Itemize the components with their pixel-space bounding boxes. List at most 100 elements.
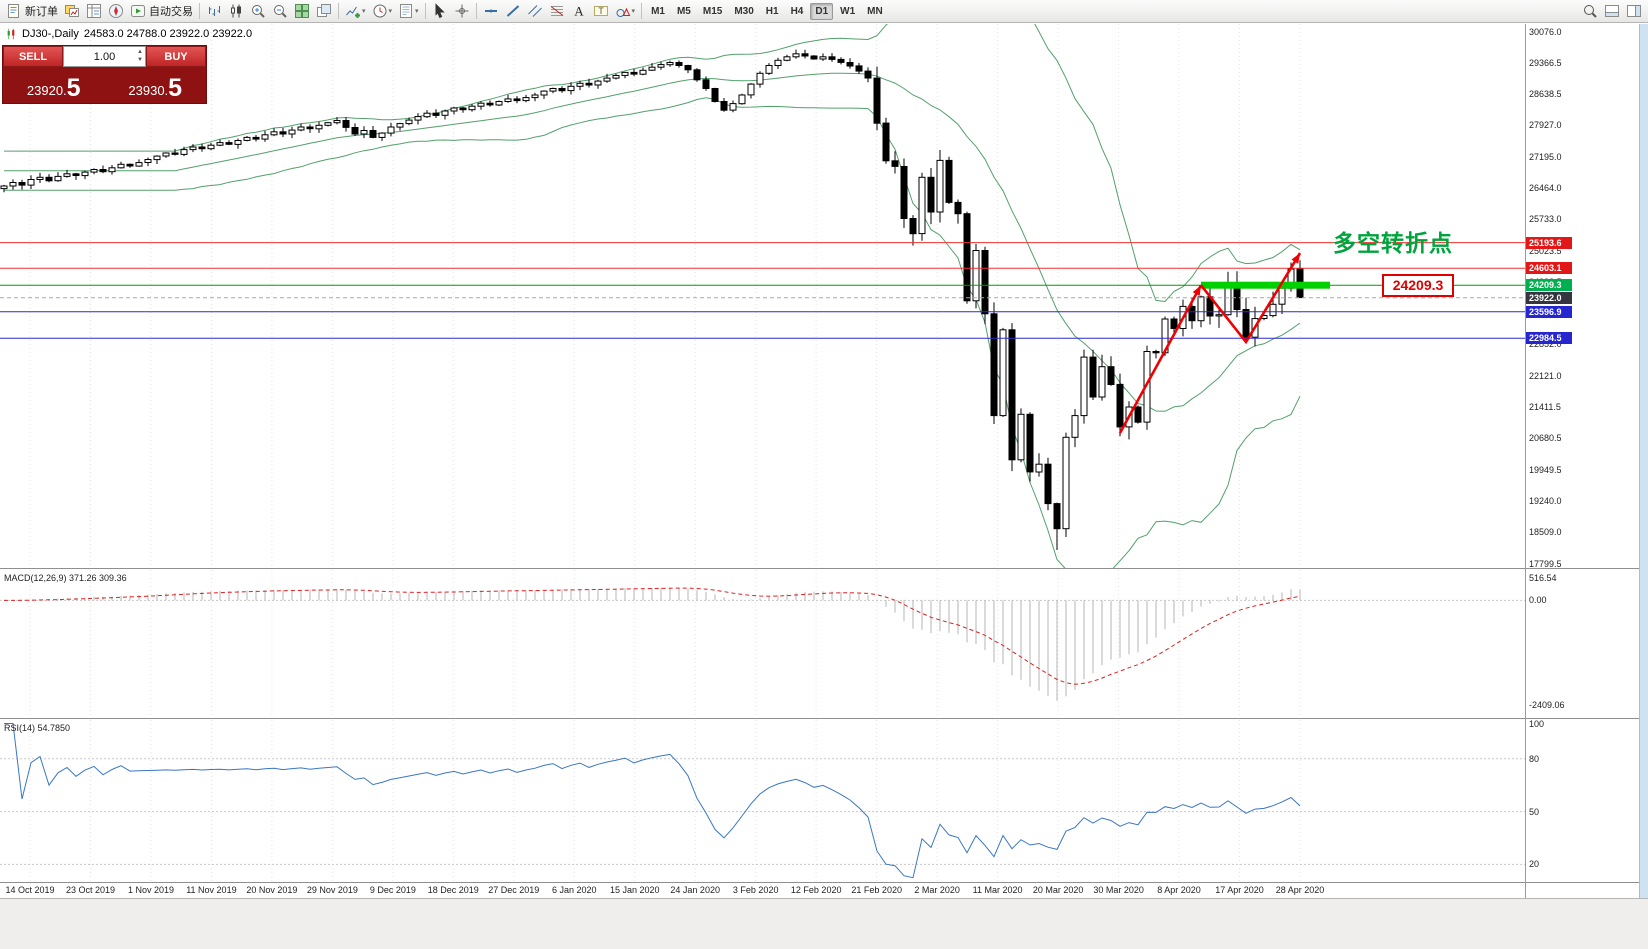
- trendline-icon: [505, 3, 521, 19]
- timeframe-d1-button[interactable]: D1: [810, 2, 834, 20]
- volume-input[interactable]: 1.00 ▲ ▼: [63, 46, 146, 67]
- shapes-button[interactable]: ▾: [613, 1, 638, 21]
- support-price-label[interactable]: 24209.3: [1382, 274, 1454, 297]
- rsi-axis-label: 50: [1529, 806, 1540, 817]
- navigator-button[interactable]: [106, 1, 126, 21]
- toolbar-button-label: 自动交易: [149, 6, 193, 18]
- trendline-button[interactable]: [503, 1, 523, 21]
- y-axis-label: 27195.0: [1529, 151, 1562, 162]
- rsi-panel[interactable]: [0, 720, 1525, 882]
- trend-zigzag-annotation[interactable]: [1118, 252, 1302, 434]
- chevron-down-icon: ▾: [631, 8, 636, 15]
- indicators-button[interactable]: ▾: [343, 1, 368, 21]
- x-axis-label: 23 Oct 2019: [65, 885, 116, 895]
- timeframe-m5-button[interactable]: M5: [676, 5, 691, 17]
- bar-chart-button[interactable]: [204, 1, 224, 21]
- fibonacci-button[interactable]: [547, 1, 567, 21]
- templates-button[interactable]: ▾: [396, 1, 421, 21]
- bollinger-middle-band: [4, 72, 1301, 412]
- timeframe-h1-button[interactable]: H1: [765, 5, 779, 17]
- timeframe-mn-button[interactable]: MN: [867, 5, 883, 17]
- timeframe-m15-button[interactable]: M15: [702, 5, 723, 17]
- toolbar-separator: [338, 3, 339, 19]
- timeframe-w1-button[interactable]: W1: [840, 5, 856, 17]
- timeframe-m1-button[interactable]: M1: [651, 5, 665, 17]
- market-watch-button[interactable]: [84, 1, 104, 21]
- y-axis-label: 19949.5: [1529, 464, 1562, 475]
- one-click-trading-panel: SELL 1.00 ▲ ▼ BUY 23920. 5 23930. 5: [2, 45, 207, 104]
- horizontal-line-icon: [483, 3, 499, 19]
- crosshair-button[interactable]: [452, 1, 472, 21]
- turning-point-annotation[interactable]: 多空转折点: [1333, 230, 1453, 256]
- search-button[interactable]: [1580, 1, 1600, 21]
- fibonacci-icon: [549, 3, 565, 19]
- volume-increase-button[interactable]: ▲: [137, 49, 143, 55]
- y-axis-label: 25733.0: [1529, 214, 1562, 225]
- charts-button[interactable]: [62, 1, 82, 21]
- x-axis-label: 8 Apr 2020: [1157, 885, 1201, 895]
- main-price-chart[interactable]: [0, 24, 1525, 568]
- horizontal-line-button[interactable]: [481, 1, 501, 21]
- volume-value[interactable]: 1.00: [93, 50, 116, 63]
- volume-decrease-button[interactable]: ▼: [137, 57, 143, 63]
- new-order-button[interactable]: 新订单: [4, 1, 60, 21]
- x-axis-label: 21 Feb 2020: [851, 885, 902, 895]
- y-axis-label: 17799.5: [1529, 558, 1562, 569]
- zoom-out-button[interactable]: [270, 1, 290, 21]
- window-bottom-icon: [1604, 3, 1620, 19]
- tile-windows-button[interactable]: [292, 1, 312, 21]
- text-label-button[interactable]: T: [591, 1, 611, 21]
- macd-header: MACD(12,26,9) 371.26 309.36: [4, 573, 127, 583]
- periods-button[interactable]: ▾: [370, 1, 395, 21]
- x-axis-label: 20 Nov 2019: [246, 885, 298, 895]
- x-axis-label: 29 Nov 2019: [306, 885, 358, 895]
- price-tag: 25193.6: [1526, 236, 1572, 249]
- new-order-icon: [6, 3, 22, 19]
- price-tag: 23596.9: [1526, 305, 1572, 318]
- date-axis-border: [0, 898, 1648, 899]
- tile-windows-icon: [294, 3, 310, 19]
- y-axis-label: 18509.0: [1529, 527, 1562, 538]
- x-axis-label: 15 Jan 2020: [610, 885, 660, 895]
- charts-icon: [64, 3, 80, 19]
- x-axis-label: 18 Dec 2019: [427, 885, 479, 895]
- chevron-down-icon: ▾: [415, 8, 419, 15]
- macd-histogram: [12, 587, 1301, 701]
- zoom-in-button[interactable]: [248, 1, 268, 21]
- macd-axis-label: -2409.06: [1529, 700, 1565, 710]
- search-icon: [1582, 3, 1598, 19]
- x-axis-label: 3 Feb 2020: [732, 885, 779, 895]
- channel-button[interactable]: [525, 1, 545, 21]
- rsi-axis-label: 100: [1529, 718, 1545, 729]
- chevron-down-icon: ▾: [388, 8, 393, 15]
- sell-price[interactable]: 23920. 5: [26, 74, 81, 102]
- text-label-icon: T: [593, 3, 609, 19]
- shapes-icon: [615, 3, 631, 19]
- buy-price[interactable]: 23930. 5: [128, 74, 183, 102]
- side-panel-button[interactable]: [1624, 1, 1644, 21]
- rsi-axis-label: 20: [1529, 859, 1540, 870]
- macd-panel[interactable]: [0, 570, 1525, 718]
- text-button[interactable]: A: [569, 1, 589, 21]
- arrange-windows-button[interactable]: [314, 1, 334, 21]
- buy-button[interactable]: BUY: [146, 46, 206, 67]
- y-axis-label: 28638.5: [1529, 89, 1562, 100]
- vertical-scrollbar[interactable]: [1639, 24, 1648, 898]
- pane-separator[interactable]: [0, 718, 1648, 719]
- timeframe-m30-button[interactable]: M30: [734, 5, 754, 17]
- cursor-button[interactable]: [430, 1, 450, 21]
- autotrading-button[interactable]: 自动交易: [128, 1, 195, 21]
- toolbox-panel-button[interactable]: [1602, 1, 1622, 21]
- timeframe-h4-button[interactable]: H4: [790, 5, 804, 17]
- support-zone-bar[interactable]: [1201, 281, 1330, 289]
- x-axis-label: 9 Dec 2019: [369, 885, 416, 895]
- candlestick-chart-button[interactable]: [226, 1, 246, 21]
- text-icon: A: [571, 3, 587, 19]
- grid-lines: [29, 720, 1301, 882]
- y-axis-label: 22852.0: [1529, 339, 1562, 350]
- sell-button[interactable]: SELL: [3, 46, 63, 67]
- pane-separator[interactable]: [0, 568, 1648, 569]
- zoom-out-icon: [272, 3, 288, 19]
- chart-ohlc-line: DJ30-,Daily 24583.0 24788.0 23922.0 2392…: [5, 28, 252, 40]
